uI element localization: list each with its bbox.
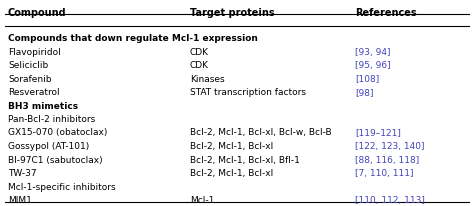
Text: [88, 116, 118]: [88, 116, 118] bbox=[355, 156, 419, 165]
Text: [122, 123, 140]: [122, 123, 140] bbox=[355, 142, 425, 151]
Text: Target proteins: Target proteins bbox=[190, 8, 274, 18]
Text: Sorafenib: Sorafenib bbox=[8, 75, 52, 83]
Text: CDK: CDK bbox=[190, 48, 209, 56]
Text: Compounds that down regulate Mcl-1 expression: Compounds that down regulate Mcl-1 expre… bbox=[8, 34, 258, 43]
Text: TW-37: TW-37 bbox=[8, 169, 36, 178]
Text: Mcl-1-specific inhibitors: Mcl-1-specific inhibitors bbox=[8, 183, 116, 192]
Text: BH3 mimetics: BH3 mimetics bbox=[8, 102, 78, 110]
Text: [7, 110, 111]: [7, 110, 111] bbox=[355, 169, 413, 178]
Text: GX15-070 (obatoclax): GX15-070 (obatoclax) bbox=[8, 129, 108, 137]
Text: [119–121]: [119–121] bbox=[355, 129, 401, 137]
Text: CDK: CDK bbox=[190, 61, 209, 70]
Text: Bcl-2, Mcl-1, Bcl-xl: Bcl-2, Mcl-1, Bcl-xl bbox=[190, 169, 273, 178]
Text: [93, 94]: [93, 94] bbox=[355, 48, 391, 56]
Text: Mcl-1: Mcl-1 bbox=[190, 196, 214, 205]
Text: MIM1: MIM1 bbox=[8, 196, 32, 205]
Text: [108]: [108] bbox=[355, 75, 379, 83]
Text: Bcl-2, Mcl-1, Bcl-xl: Bcl-2, Mcl-1, Bcl-xl bbox=[190, 142, 273, 151]
Text: Bcl-2, Mcl-1, Bcl-xl, Bcl-w, Bcl-B: Bcl-2, Mcl-1, Bcl-xl, Bcl-w, Bcl-B bbox=[190, 129, 332, 137]
Text: Flavopiridol: Flavopiridol bbox=[8, 48, 61, 56]
Text: References: References bbox=[355, 8, 417, 18]
Text: STAT transcription factors: STAT transcription factors bbox=[190, 88, 306, 97]
Text: [110, 112, 113]: [110, 112, 113] bbox=[355, 196, 425, 205]
Text: Kinases: Kinases bbox=[190, 75, 225, 83]
Text: BI-97C1 (sabutoclax): BI-97C1 (sabutoclax) bbox=[8, 156, 103, 165]
Text: Compound: Compound bbox=[8, 8, 67, 18]
Text: Pan-Bcl-2 inhibitors: Pan-Bcl-2 inhibitors bbox=[8, 115, 95, 124]
Text: Seliciclib: Seliciclib bbox=[8, 61, 48, 70]
Text: [95, 96]: [95, 96] bbox=[355, 61, 391, 70]
Text: Gossypol (AT-101): Gossypol (AT-101) bbox=[8, 142, 89, 151]
Text: Bcl-2, Mcl-1, Bcl-xl, Bfl-1: Bcl-2, Mcl-1, Bcl-xl, Bfl-1 bbox=[190, 156, 300, 165]
Text: [98]: [98] bbox=[355, 88, 374, 97]
Text: Resveratrol: Resveratrol bbox=[8, 88, 60, 97]
